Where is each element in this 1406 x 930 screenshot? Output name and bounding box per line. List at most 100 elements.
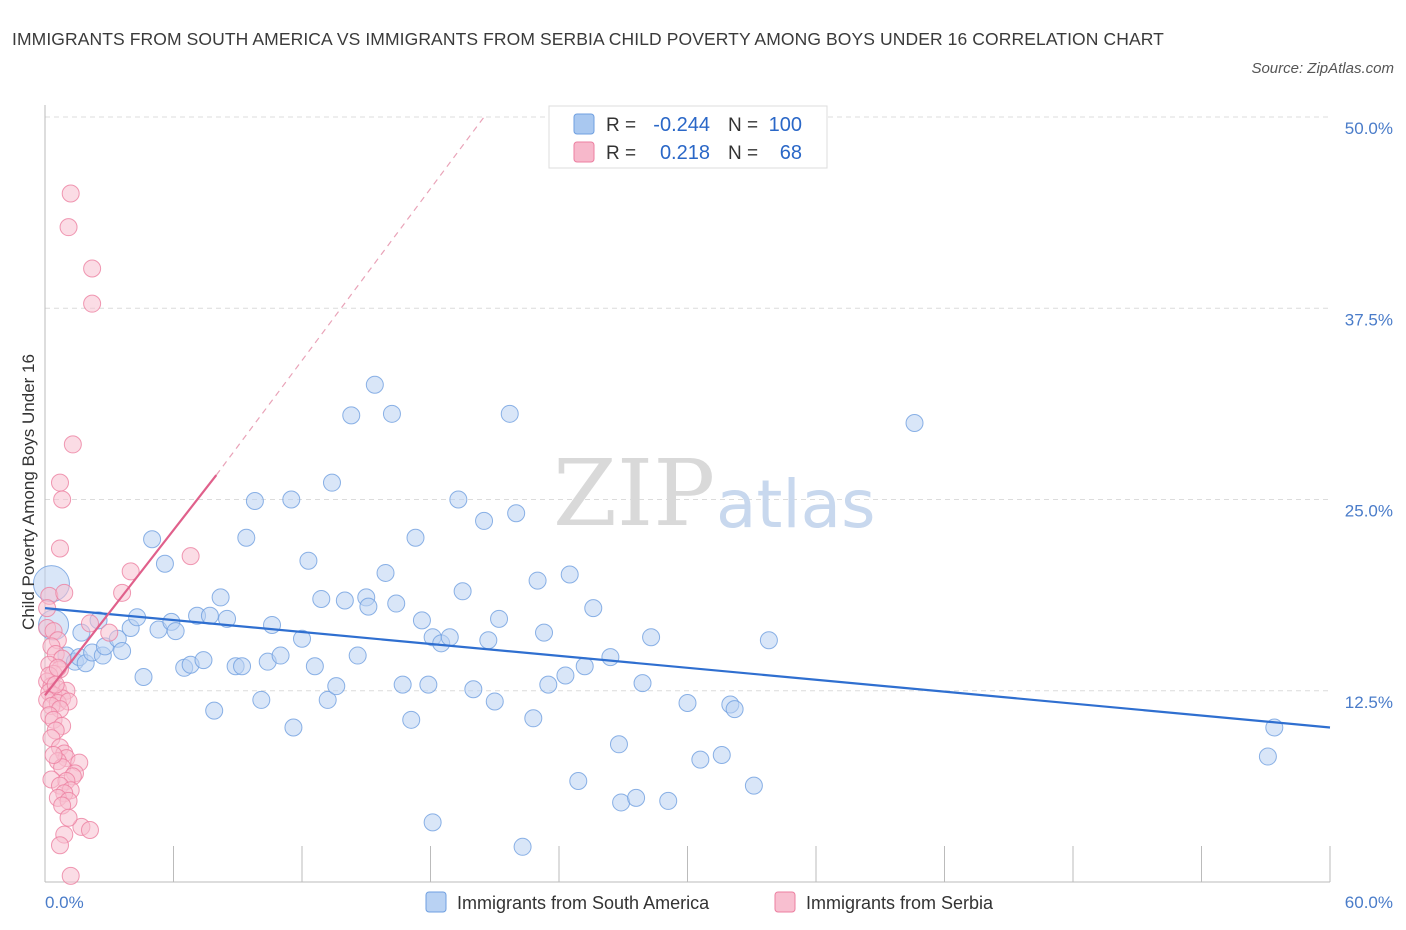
point-south-america-80 [575,657,594,676]
x-tick-label-1: 60.0% [1345,893,1393,912]
point-serbia-62 [50,836,69,855]
legend-swatch-serbia [573,141,595,163]
point-serbia-10 [113,583,132,602]
point-serbia-7 [50,539,69,558]
point-south-america-38 [284,718,303,737]
point-south-america-52 [376,563,395,582]
point-south-america-28 [218,609,237,628]
source-label: Source: ZipAtlas.com [1251,60,1394,77]
point-south-america-63 [449,490,468,509]
y-tick-label-2: 37.5% [1345,310,1393,329]
point-serbia-1 [59,218,78,237]
point-south-america-64 [453,582,472,601]
point-south-america-59 [419,675,438,694]
point-south-america-16 [143,530,162,549]
y-tick-label-0: 12.5% [1345,693,1393,712]
point-serbia-61 [59,808,78,827]
x-tick-label-0: 0.0% [45,893,84,912]
point-south-america-12 [113,641,132,660]
point-south-america-62 [440,628,459,647]
point-south-america-43 [318,690,337,709]
point-south-america-66 [475,511,494,530]
point-serbia-9 [121,562,140,581]
point-serbia-64 [44,746,63,765]
point-south-america-54 [387,594,406,613]
point-serbia-3 [83,294,102,313]
point-south-america-36 [271,646,290,665]
point-south-america-75 [535,623,554,642]
point-south-america-74 [528,571,547,590]
point-south-america-37 [282,490,301,509]
point-south-america-83 [609,735,628,754]
point-south-america-45 [327,677,346,696]
point-south-america-48 [348,646,367,665]
bottom-legend: Immigrants from South America Immigrants… [425,891,994,913]
point-south-america-77 [556,666,575,685]
point-south-america-46 [335,591,354,610]
point-south-america-99 [1258,747,1277,766]
series-south-america-points [32,375,1284,856]
point-south-america-79 [569,772,588,791]
point-serbia-67 [46,675,65,694]
point-south-america-90 [691,750,710,769]
legend-swatch-south-america [573,113,595,135]
chart-title: IMMIGRANTS FROM SOUTH AMERICA VS IMMIGRA… [12,29,1164,49]
legend-n-value-0: 100 [769,114,802,136]
point-serbia-12 [55,583,74,602]
point-serbia-8 [181,547,200,566]
point-south-america-71 [507,504,526,523]
watermark: ZIP atlas [553,440,876,547]
point-south-america-88 [659,791,678,810]
point-south-america-69 [490,609,509,628]
point-south-america-89 [678,693,697,712]
point-south-america-42 [312,589,331,608]
point-serbia-17 [100,623,119,642]
point-south-america-15 [134,667,153,686]
y-tick-label-1: 25.0% [1345,502,1393,521]
trend-line-0 [44,607,1331,729]
point-south-america-35 [263,615,282,634]
point-south-america-95 [759,631,778,650]
point-south-america-68 [485,692,504,711]
point-south-america-51 [365,375,384,394]
legend-box: R = -0.244 N = 100 R = 0.218 N = 68 [548,105,828,169]
point-south-america-56 [402,710,421,729]
point-south-america-47 [342,406,361,425]
bottom-legend-label-serbia: Immigrants from Serbia [806,893,994,913]
point-south-america-65 [464,680,483,699]
y-tick-label-3: 50.0% [1345,119,1393,138]
point-south-america-73 [524,709,543,728]
point-south-america-55 [393,675,412,694]
point-serbia-2 [83,259,102,278]
point-south-america-81 [584,599,603,618]
point-south-america-82 [601,648,620,667]
grid-lines [45,116,1330,692]
legend-n-label-0: N = [728,115,758,136]
point-south-america-40 [299,551,318,570]
legend-r-label-1: R = [606,143,636,164]
y-tick-labels: 12.5% 25.0% 37.5% 50.0% [1345,119,1393,712]
legend-n-value-1: 68 [780,142,802,164]
point-south-america-41 [305,657,324,676]
x-tick-labels: 0.0% 60.0% [45,893,1393,912]
point-south-america-85 [627,788,646,807]
point-serbia-6 [53,490,72,509]
point-south-america-86 [633,674,652,693]
point-south-america-20 [166,622,185,641]
point-south-america-76 [539,675,558,694]
watermark-atlas: atlas [716,466,876,543]
point-south-america-27 [211,588,230,607]
point-south-america-93 [725,700,744,719]
bottom-legend-label-south-america: Immigrants from South America [457,893,710,913]
point-south-america-33 [252,690,271,709]
point-south-america-57 [406,528,425,547]
point-south-america-58 [412,611,431,630]
point-south-america-87 [642,628,661,647]
point-serbia-0 [61,184,80,203]
point-serbia-59 [80,820,99,839]
point-south-america-25 [200,606,219,625]
trend-line-1 [44,474,218,697]
point-south-america-84 [612,793,631,812]
bottom-legend-swatch-serbia [774,891,796,913]
